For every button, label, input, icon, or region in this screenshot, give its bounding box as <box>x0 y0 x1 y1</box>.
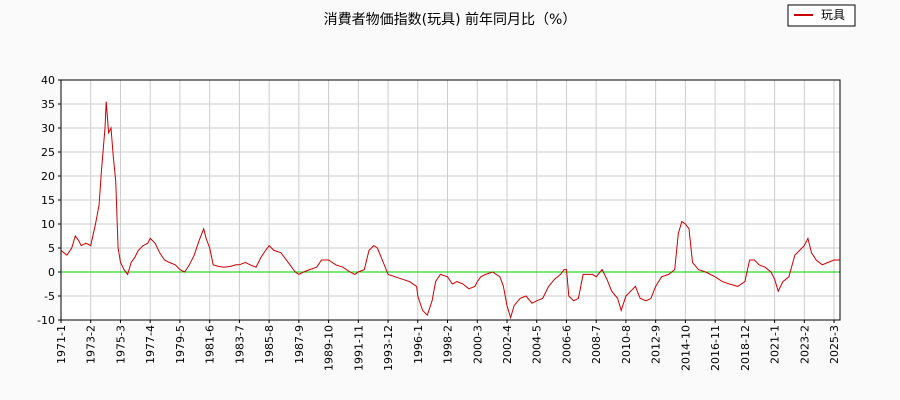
y-tick-label: 5 <box>48 242 55 255</box>
y-tick-label: 20 <box>41 170 55 183</box>
x-tick-label: 1991-11 <box>352 325 365 371</box>
y-tick-label: 35 <box>41 98 55 111</box>
x-tick-label: 1981-6 <box>204 325 217 364</box>
plot-frame <box>60 79 841 321</box>
legend-label: 玩具 <box>821 8 845 22</box>
y-tick-label: 0 <box>48 266 55 279</box>
y-tick-label: 10 <box>41 218 55 231</box>
x-tick-label: 2025-3 <box>828 325 841 364</box>
x-tick-label: 2023-2 <box>798 325 811 364</box>
x-tick-label: 1973-2 <box>85 325 98 364</box>
y-tick-label: 30 <box>41 122 55 135</box>
x-tick-label: 1983-7 <box>233 325 246 364</box>
y-tick-label: 25 <box>41 146 55 159</box>
y-axis: -10 -5 0 5 10 15 20 25 30 35 40 <box>37 74 61 327</box>
x-tick-label: 1985-8 <box>263 325 276 364</box>
x-tick-label: 1996-1 <box>412 325 425 364</box>
x-tick-label: 1993-12 <box>382 325 395 371</box>
series-line-toys <box>60 101 840 320</box>
x-tick-label: 2012-9 <box>650 325 663 364</box>
chart-title: 消費者物価指数(玩具) 前年同月比（%） <box>324 11 577 28</box>
y-tick-label: 15 <box>41 194 55 207</box>
x-tick-label: 1987-9 <box>293 325 306 364</box>
x-tick-label: 2014-10 <box>679 325 692 371</box>
x-axis: 1971-1 1973-2 1975-3 1977-4 1979-5 1981-6 1983… <box>55 320 841 371</box>
x-tick-label: 2010-8 <box>620 325 633 364</box>
x-tick-label: 1977-4 <box>144 325 157 364</box>
y-tick-label: -10 <box>37 314 55 327</box>
legend-box <box>787 4 856 27</box>
x-tick-label: 2004-5 <box>531 325 544 364</box>
x-tick-label: 2000-3 <box>471 325 484 364</box>
x-tick-label: 1975-3 <box>114 325 127 364</box>
x-tick-label: 1979-5 <box>174 325 187 364</box>
x-tick-label: 2016-11 <box>709 325 722 371</box>
x-tick-label: 1998-2 <box>442 325 455 364</box>
legend: 玩具 <box>787 4 856 27</box>
x-tick-label: 2002-4 <box>501 325 514 364</box>
y-tick-label: 40 <box>41 74 55 87</box>
x-tick-label: 2021-1 <box>769 325 782 364</box>
x-tick-label: 2006-6 <box>560 325 573 364</box>
x-tick-label: 2008-7 <box>590 325 603 364</box>
x-tick-label: 2018-12 <box>739 325 752 371</box>
y-tick-label: -5 <box>44 290 55 303</box>
x-tick-label: 1989-10 <box>323 325 336 371</box>
x-tick-label: 1971-1 <box>55 325 68 364</box>
